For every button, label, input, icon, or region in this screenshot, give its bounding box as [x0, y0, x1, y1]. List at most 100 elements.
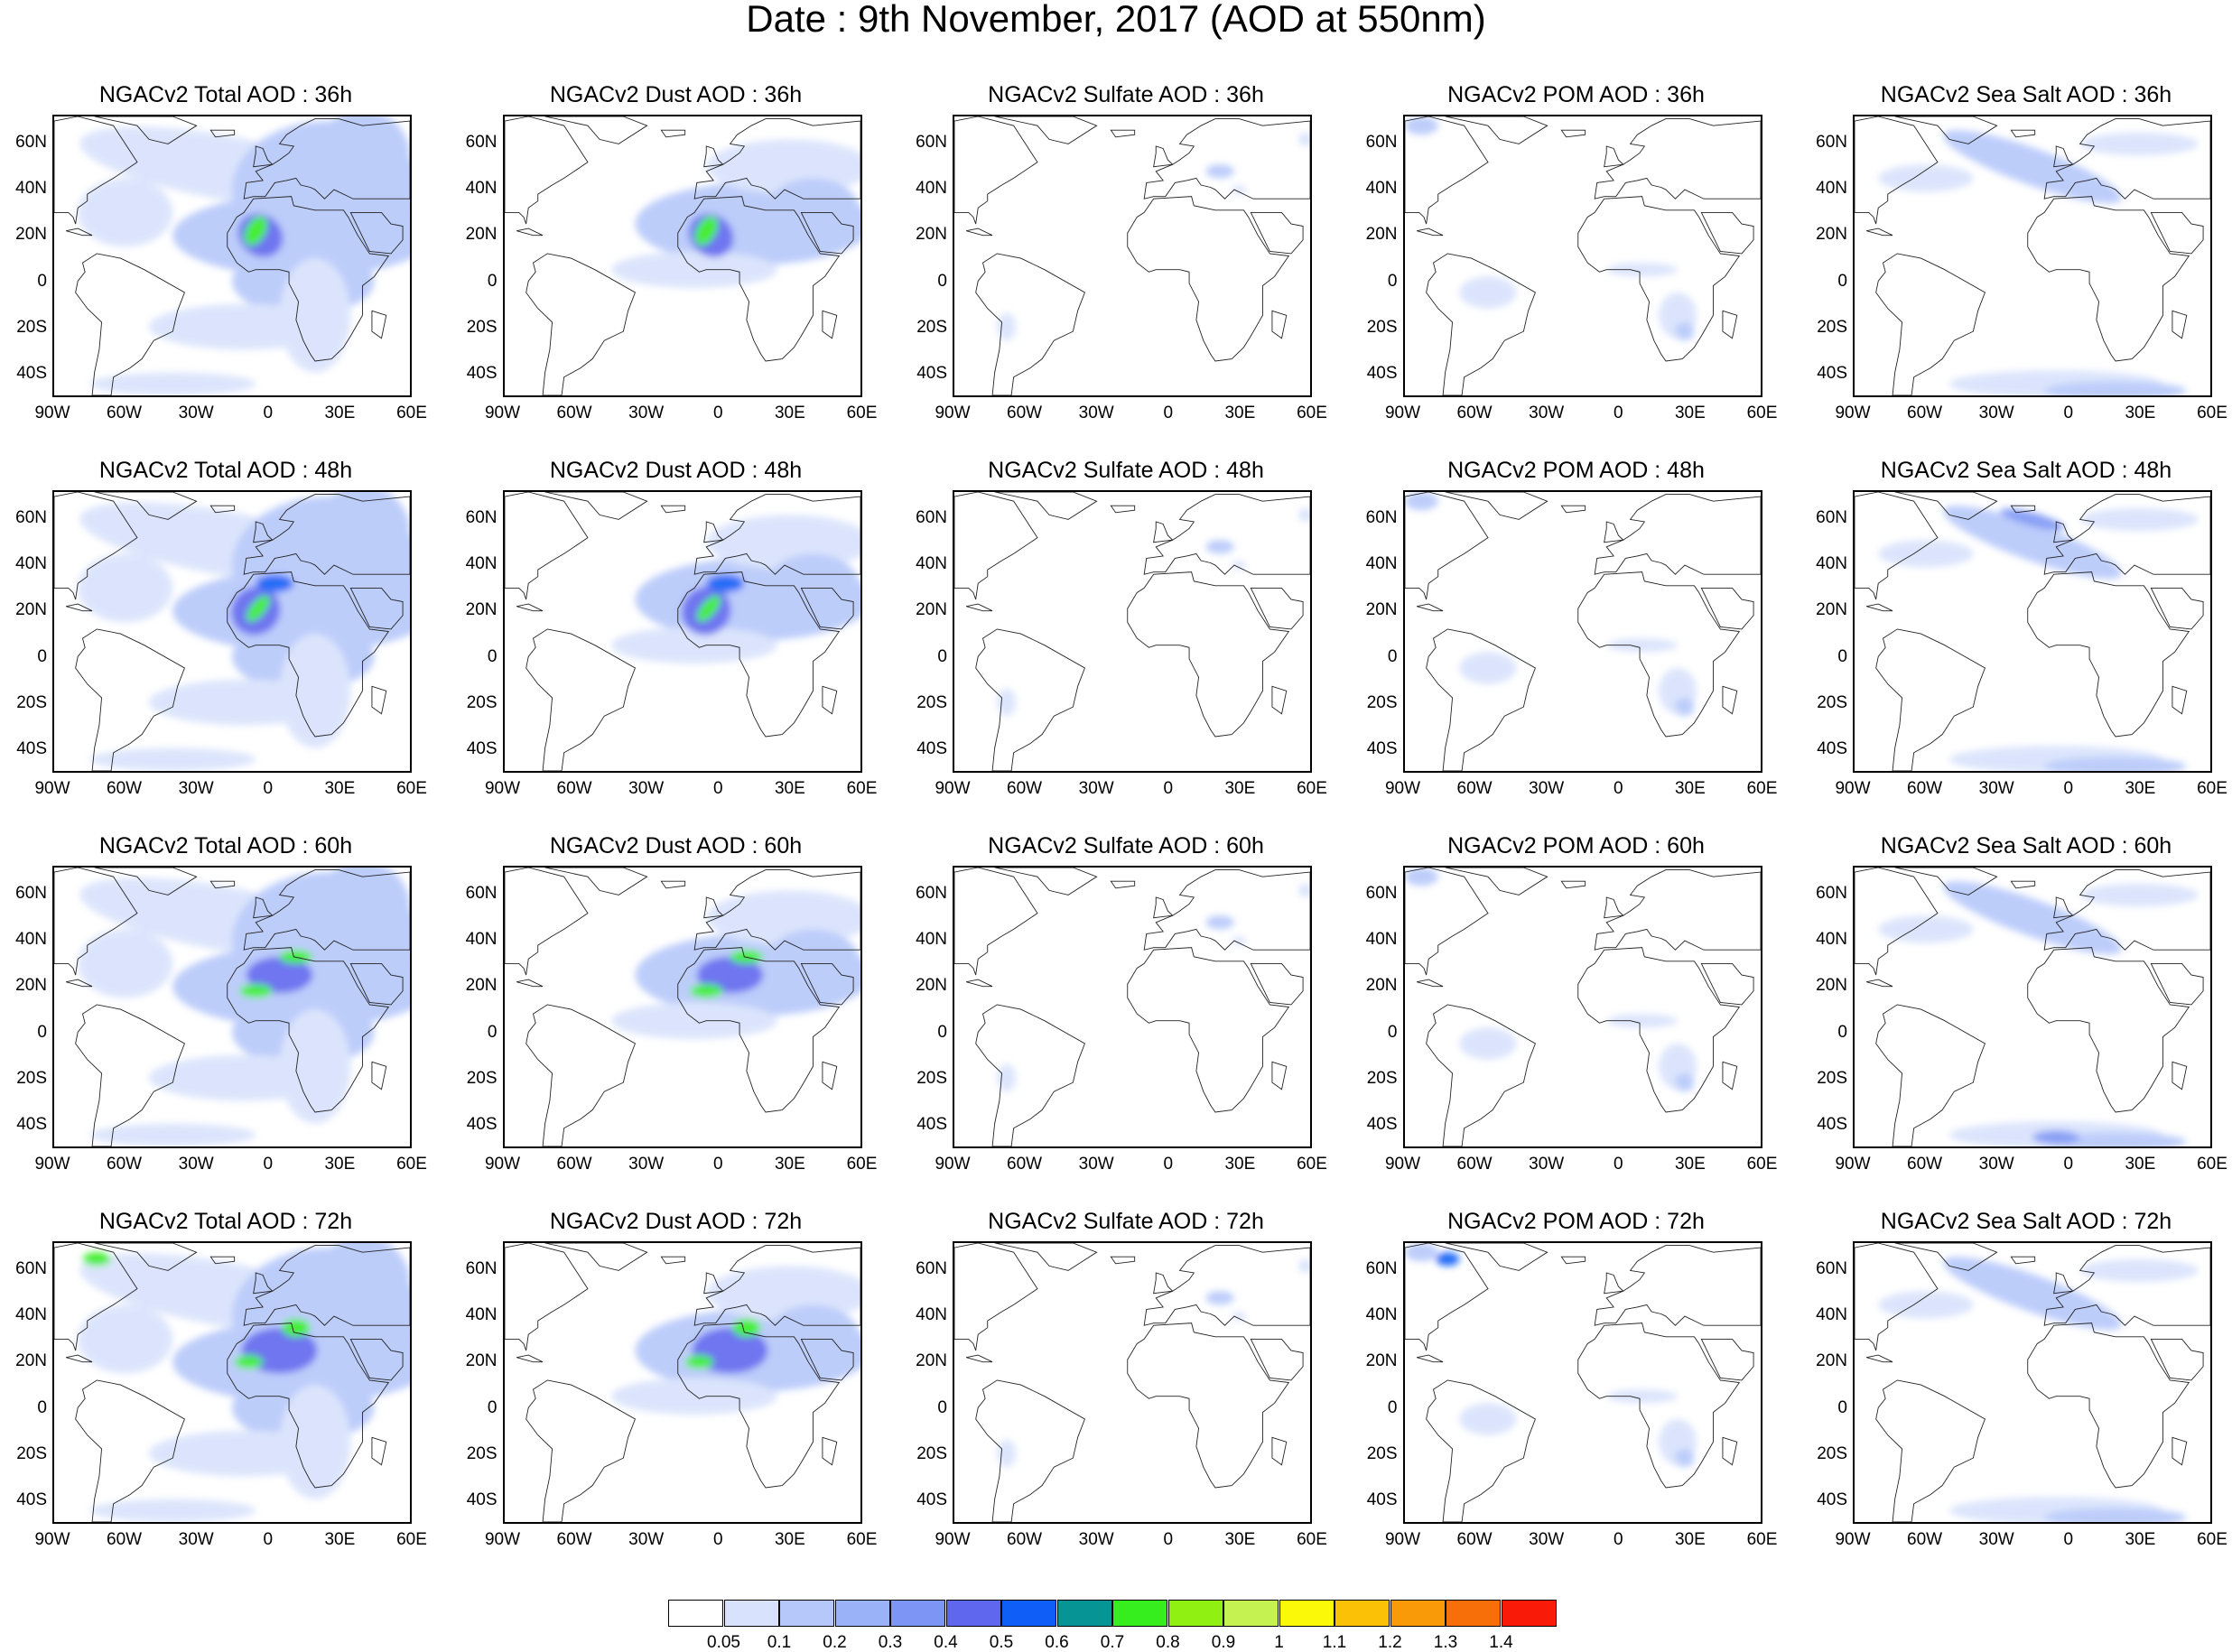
coastline-iceland: [1559, 1256, 1586, 1265]
aod-plume: [1297, 132, 1310, 146]
coastline-britain: [1153, 896, 1174, 919]
aod-plume: [1297, 507, 1310, 522]
coastline-southAmerica: [975, 253, 1085, 395]
lat-tick-label: 40S: [1817, 739, 1847, 759]
panel-title: NGACv2 Dust AOD : 48h: [549, 458, 803, 483]
lon-tick-label: 90W: [1835, 404, 1871, 422]
aod-plume: [1232, 935, 1247, 946]
lat-tick-label: 0: [37, 1022, 47, 1042]
aod-plume: [1404, 492, 1438, 511]
lat-tick-label: 60N: [916, 132, 947, 152]
lon-tick-label: 30W: [178, 404, 214, 422]
map-area: [953, 866, 1312, 1148]
lon-tick-label: 30W: [1529, 1155, 1565, 1174]
colorbar-label: 0.05: [707, 1633, 740, 1652]
aod-map: [1855, 1243, 2210, 1522]
coastline-europe: [2043, 118, 2210, 200]
coastline-africa: [676, 947, 840, 1113]
aod-plume: [1674, 321, 1694, 341]
coastline-britain: [702, 145, 724, 168]
coastline-northAmerica: [1855, 1243, 1939, 1351]
lat-tick-label: 40N: [15, 179, 47, 199]
coastline-iceland: [2010, 880, 2036, 889]
lon-tick-label: 60E: [2197, 779, 2227, 798]
map-area: [502, 490, 862, 773]
aod-plume: [282, 1318, 311, 1337]
lat-tick-label: 20N: [916, 225, 947, 245]
coastline-arabia: [2150, 587, 2204, 630]
map-panel: NGACv2 Dust AOD : 72h 60N 40N 20N 0 20S 40S 90W…: [451, 1208, 902, 1584]
aod-map: [504, 868, 860, 1146]
aod-plume: [256, 574, 294, 593]
coastline-britain: [702, 1272, 724, 1295]
coastline-madagascar: [821, 685, 837, 715]
aod-plume: [1878, 540, 1974, 568]
lon-tick-label: 60E: [846, 1155, 878, 1174]
coastline-southAmerica: [75, 253, 185, 395]
lat-tick-label: 20N: [1816, 1351, 1847, 1371]
lat-tick-label: 40N: [1365, 554, 1398, 574]
coastline-europe: [1594, 494, 1761, 575]
lon-tick-label: 90W: [1384, 404, 1421, 422]
aod-plume: [89, 372, 256, 395]
aod-plume: [2079, 1258, 2199, 1283]
lon-tick-label: 90W: [484, 1530, 521, 1549]
lon-tick-label: 0: [263, 779, 274, 798]
coastline-southAmerica: [1425, 628, 1536, 771]
map-area: [953, 115, 1312, 397]
coastline-greenland: [94, 868, 198, 896]
coastline-northAmerica: [1855, 868, 1939, 976]
coastline-northAmerica: [1404, 1243, 1489, 1351]
panel-title: NGACv2 Dust AOD : 60h: [549, 833, 803, 858]
coastline-cuba: [66, 603, 93, 612]
lat-tick-label: 40N: [916, 179, 947, 199]
coastline-cuba: [1866, 603, 1893, 612]
coastline-madagascar: [1721, 685, 1737, 715]
lon-tick-label: 30E: [2125, 1530, 2156, 1549]
coastline-arabia: [349, 962, 404, 1006]
aod-plume: [314, 868, 410, 952]
coastline-iceland: [209, 505, 236, 514]
lat-tick-label: 20S: [916, 1444, 947, 1464]
aod-plume: [1232, 184, 1247, 195]
coastline-africa: [1576, 947, 1740, 1113]
lon-tick-label: 30W: [1978, 1155, 2014, 1174]
map-panel: NGACv2 Dust AOD : 60h 60N 40N 20N 0 20S 40S 90W…: [451, 832, 902, 1209]
coastline-cuba: [1866, 979, 1893, 988]
coastline-iceland: [2010, 505, 2036, 514]
lat-tick-label: 60N: [15, 507, 47, 527]
map-panel: NGACv2 Sea Salt AOD : 72h 60N 40N 20N 0 20S 40…: [1800, 1208, 2232, 1584]
coastline-africa: [1127, 196, 1290, 362]
lat-tick-label: 40S: [1366, 1115, 1398, 1135]
coastline-iceland: [2010, 129, 2036, 138]
lat-tick-label: 20N: [15, 600, 47, 620]
lon-tick-label: 30E: [1674, 1155, 1706, 1174]
coastline-greenland: [1894, 1243, 1998, 1271]
coastline-greenland: [1445, 1243, 1548, 1271]
lat-tick-label: 0: [1387, 1397, 1398, 1417]
lon-tick-label: 0: [713, 1530, 723, 1549]
lon-tick-label: 30E: [324, 404, 356, 422]
panel-title: NGACv2 Sulfate AOD : 36h: [988, 82, 1264, 107]
map-panel: NGACv2 Sea Salt AOD : 36h 60N 40N 20N 0 20S 40…: [1800, 81, 2232, 458]
coastline-cuba: [1416, 1354, 1443, 1363]
aod-plume: [78, 929, 173, 998]
lon-tick-label: 90W: [1835, 1155, 1871, 1174]
lat-tick-label: 20S: [1366, 1444, 1398, 1464]
coastline-madagascar: [2172, 1061, 2188, 1091]
lon-tick-label: 30W: [1078, 404, 1114, 422]
lat-tick-label: 0: [937, 646, 947, 666]
lat-tick-label: 60N: [15, 132, 47, 152]
lat-tick-label: 60N: [465, 1258, 498, 1278]
lon-tick-label: 60W: [556, 1530, 592, 1549]
panel-title: NGACv2 Dust AOD : 36h: [549, 82, 803, 107]
panel-title: NGACv2 Sea Salt AOD : 36h: [1880, 82, 2172, 107]
lon-tick-label: 60W: [1007, 404, 1043, 422]
aod-plume: [89, 747, 256, 771]
aod-plume: [2044, 756, 2187, 771]
coastline-cuba: [966, 603, 993, 612]
lat-tick-label: 20S: [16, 693, 47, 713]
coastline-europe: [2043, 494, 2210, 575]
lat-tick-label: 20S: [1366, 318, 1398, 338]
map-area: [502, 866, 862, 1148]
